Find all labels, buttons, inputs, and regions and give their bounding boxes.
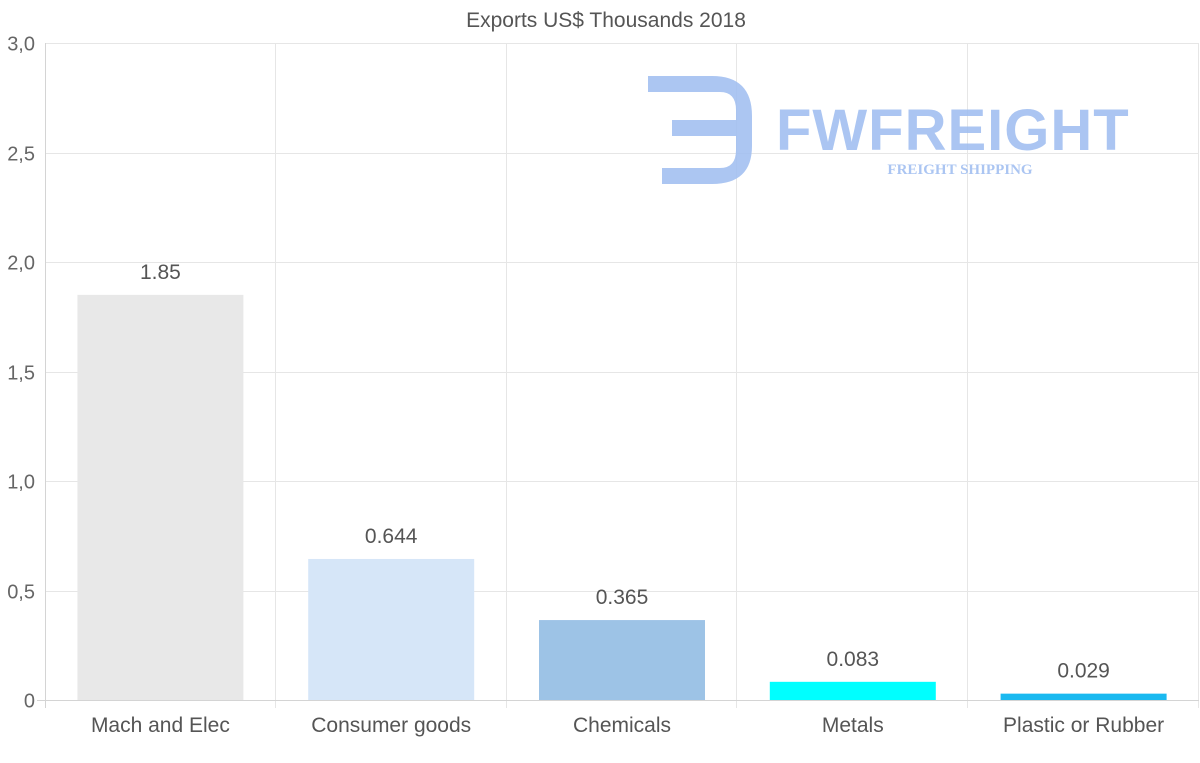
y-tick-label: 1,0 bbox=[7, 472, 35, 494]
labels: 0 0,5 1,0 1,5 2,0 2,5 3,0 1.85 Mach and Elec 0.64… bbox=[7, 34, 1164, 738]
bar-mach-and-elec[interactable] bbox=[77, 294, 244, 700]
y-tick-label: 0,5 bbox=[7, 582, 35, 604]
y-tick-label: 2,0 bbox=[7, 253, 35, 275]
bar-value-label: 0.644 bbox=[365, 525, 418, 548]
x-tick-label: Chemicals bbox=[573, 714, 671, 737]
x-tick-label: Plastic or Rubber bbox=[1003, 714, 1164, 737]
y-tick-label: 3,0 bbox=[7, 34, 35, 56]
watermark-brand: FWFREIGHT bbox=[776, 98, 1130, 163]
axes bbox=[37, 43, 1199, 708]
x-tick-label: Metals bbox=[822, 714, 884, 737]
watermark-logo: FWFREIGHT FREIGHT SHIPPING bbox=[648, 76, 1130, 184]
bar-chemicals[interactable] bbox=[539, 620, 705, 700]
watermark-logo-icon bbox=[648, 76, 752, 184]
bars bbox=[77, 294, 1167, 700]
bar-value-label: 0.083 bbox=[827, 648, 880, 671]
y-tick-label: 2,5 bbox=[7, 144, 35, 166]
bar-consumer-goods[interactable] bbox=[308, 558, 475, 700]
bar-plastic-or-rubber[interactable] bbox=[1000, 693, 1167, 700]
bar-value-label: 1.85 bbox=[140, 261, 181, 284]
x-tick-label: Consumer goods bbox=[311, 714, 471, 737]
x-tick-label: Mach and Elec bbox=[91, 714, 230, 737]
y-tick-label: 0 bbox=[24, 691, 35, 713]
y-tick-label: 1,5 bbox=[7, 363, 35, 385]
watermark-tagline: FREIGHT SHIPPING bbox=[887, 162, 1032, 178]
bar-value-label: 0.029 bbox=[1057, 660, 1110, 683]
bar-value-label: 0.365 bbox=[596, 586, 649, 609]
chart-title: Exports US$ Thousands 2018 bbox=[466, 9, 746, 32]
bar-metals[interactable] bbox=[769, 681, 936, 700]
